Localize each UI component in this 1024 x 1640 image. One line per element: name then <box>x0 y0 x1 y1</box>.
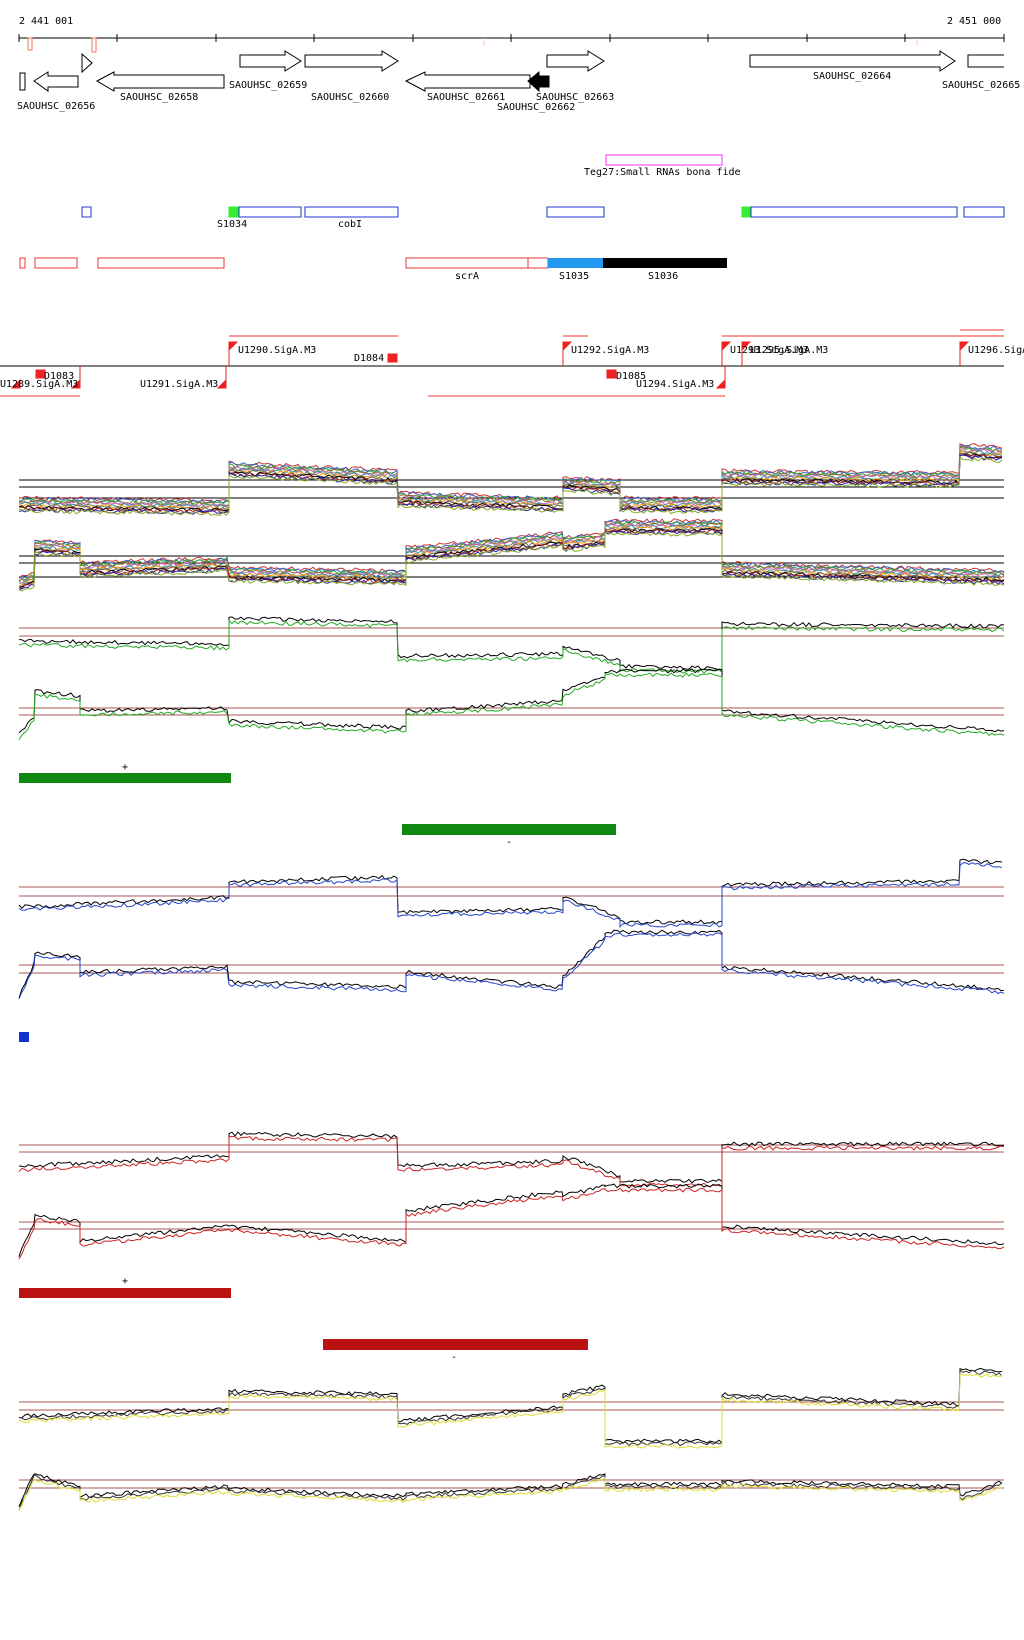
smallrna-teg27-label: Teg27:Small RNAs bona fide <box>584 167 741 178</box>
yellow-bottom-line-0 <box>18 1473 1003 1507</box>
gene-track: SAOUHSC_02656 SAOUHSC_02658 SAOUHSC_0265… <box>17 50 1020 113</box>
green-bottom-line-1 <box>18 672 1005 740</box>
ruler-start-label: 2 441 001 <box>19 16 73 27</box>
segment-s1035-label: S1035 <box>559 271 589 282</box>
yellow-top-line-1 <box>18 1368 1003 1447</box>
coordinate-ruler: 2 441 001 2 451 000 <box>18 16 1005 53</box>
multi-top-line-4 <box>18 447 1003 508</box>
promoter-d1085[interactable]: D1085 <box>616 371 646 382</box>
multi-bottom-line-6 <box>18 525 1005 588</box>
multi-top-line-0 <box>18 442 1003 503</box>
segment-s1034-label: S1034 <box>217 219 247 230</box>
multi-top-line-3 <box>18 446 1003 507</box>
red-plus-strand-bar[interactable] <box>19 1288 231 1298</box>
green-top-line-1 <box>18 619 1005 674</box>
gene-02662-label: SAOUHSC_02662 <box>497 102 575 113</box>
smallrna-teg27-box[interactable] <box>605 154 723 166</box>
red-condition-panel: + - <box>18 1131 1005 1363</box>
yellow-bottom-line-1 <box>18 1474 1003 1511</box>
blue-bottom-line-0 <box>18 929 1005 999</box>
gene-02663-arrow[interactable] <box>546 50 605 72</box>
multi-top-line-8 <box>18 453 1003 513</box>
multi-top-line-7 <box>18 451 1003 512</box>
gene-02656-label: SAOUHSC_02656 <box>17 101 95 112</box>
blue-top-line-0 <box>18 858 1003 925</box>
multi-bottom-line-1 <box>18 519 1005 579</box>
red-top-line-0 <box>18 1131 1005 1184</box>
green-minus-sign: - <box>506 837 512 848</box>
segment-s1034[interactable] <box>238 206 302 218</box>
promoter-u1293[interactable]: U1293.SigA.M3 <box>730 345 808 356</box>
segment-s1036[interactable] <box>603 258 727 268</box>
gene-02664-label: SAOUHSC_02664 <box>813 71 891 82</box>
blue-top-line-1 <box>18 862 1003 929</box>
red-minus-strand-bar[interactable] <box>323 1339 588 1350</box>
multi-bottom-line-2 <box>18 520 1005 582</box>
red-segment-track: scrA S1035 S1036 <box>19 257 727 282</box>
gene-02658-label: SAOUHSC_02658 <box>120 92 198 103</box>
multi-sample-expression-panel <box>18 442 1005 592</box>
gene-02661-arrow[interactable] <box>404 71 531 92</box>
segment-scra[interactable] <box>405 257 529 269</box>
green-condition-panel: + - <box>18 616 1005 848</box>
yellow-top-line-0 <box>18 1367 1003 1444</box>
blue-bottom-line-1 <box>18 932 1005 999</box>
gene-02660-arrow[interactable] <box>304 50 399 72</box>
green-minus-strand-bar[interactable] <box>402 824 616 835</box>
gene-02659-label: SAOUHSC_02659 <box>229 80 307 91</box>
segment-cobi-label: cobI <box>338 219 362 230</box>
segment-s1035[interactable] <box>548 258 603 268</box>
multi-top-line-9 <box>18 453 1003 514</box>
segment-s1036-label: S1036 <box>648 271 678 282</box>
promoter-u1296[interactable]: U1296.SigA.M3 <box>968 345 1024 356</box>
multi-top-line-1 <box>18 443 1003 504</box>
small-rna-track: Teg27:Small RNAs bona fide <box>584 154 741 178</box>
promoter-u1290[interactable]: U1290.SigA.M3 <box>238 345 316 356</box>
promoter-u1292[interactable]: U1292.SigA.M3 <box>571 345 649 356</box>
gene-02661-label: SAOUHSC_02661 <box>427 92 505 103</box>
green-plus-strand-bar[interactable] <box>19 773 231 783</box>
segment-cobi[interactable] <box>304 206 399 218</box>
multi-bottom-line-5 <box>18 524 1005 586</box>
red-minus-sign: - <box>451 1352 457 1363</box>
promoter-d1084[interactable]: D1084 <box>354 353 384 364</box>
promoter-d1083[interactable]: D1083 <box>44 371 74 382</box>
gene-02660-label: SAOUHSC_02660 <box>311 92 389 103</box>
gene-hypothetical-arrow[interactable] <box>81 52 93 74</box>
ruler-end-label: 2 451 000 <box>947 16 1001 27</box>
blue-strand-bar[interactable] <box>19 1032 29 1042</box>
promoter-track: U1290.SigA.M3 D1084 U1292.SigA.M3 U1293.… <box>0 329 1024 397</box>
gene-02664-arrow[interactable] <box>749 50 956 72</box>
gene-02656-arrow[interactable] <box>33 71 79 92</box>
promoter-u1295[interactable]: U1295.SigA.M3 <box>750 345 828 356</box>
yellow-condition-panel <box>18 1367 1004 1511</box>
yellow-top-line-2 <box>18 1373 1003 1449</box>
red-top-line-1 <box>18 1135 1005 1187</box>
blue-segment-track: S1034 cobI <box>81 206 1005 230</box>
gene-02662-arrow[interactable] <box>527 70 550 93</box>
red-bottom-line-0 <box>18 1183 1005 1257</box>
green-bottom-line-0 <box>18 668 1005 734</box>
gene-02663-label: SAOUHSC_02663 <box>536 92 614 103</box>
blue-condition-panel <box>18 858 1005 1042</box>
segment-scra-label: scrA <box>455 271 479 282</box>
gene-02658-arrow[interactable] <box>95 71 225 92</box>
multi-top-line-2 <box>18 445 1003 505</box>
multi-bottom-line-3 <box>18 521 1005 583</box>
promoter-u1291[interactable]: U1291.SigA.M3 <box>140 379 218 390</box>
gene-02665-label: SAOUHSC_02665 <box>942 80 1020 91</box>
green-top-line-0 <box>18 616 1005 671</box>
red-bottom-line-1 <box>18 1187 1005 1260</box>
multi-top-line-11 <box>18 456 1003 517</box>
green-plus-sign: + <box>122 762 128 773</box>
red-plus-sign: + <box>122 1276 128 1287</box>
gene-02659-arrow[interactable] <box>239 50 302 72</box>
gene-02665-edge[interactable] <box>967 54 1004 68</box>
promoter-u1289[interactable]: U1289.SigA.M3 <box>0 379 78 390</box>
multi-bottom-line-11 <box>18 531 1005 592</box>
yellow-bottom-line-2 <box>18 1477 1003 1510</box>
multi-bottom-line-10 <box>18 530 1005 591</box>
promoter-u1294[interactable]: U1294.SigA.M3 <box>636 379 714 390</box>
